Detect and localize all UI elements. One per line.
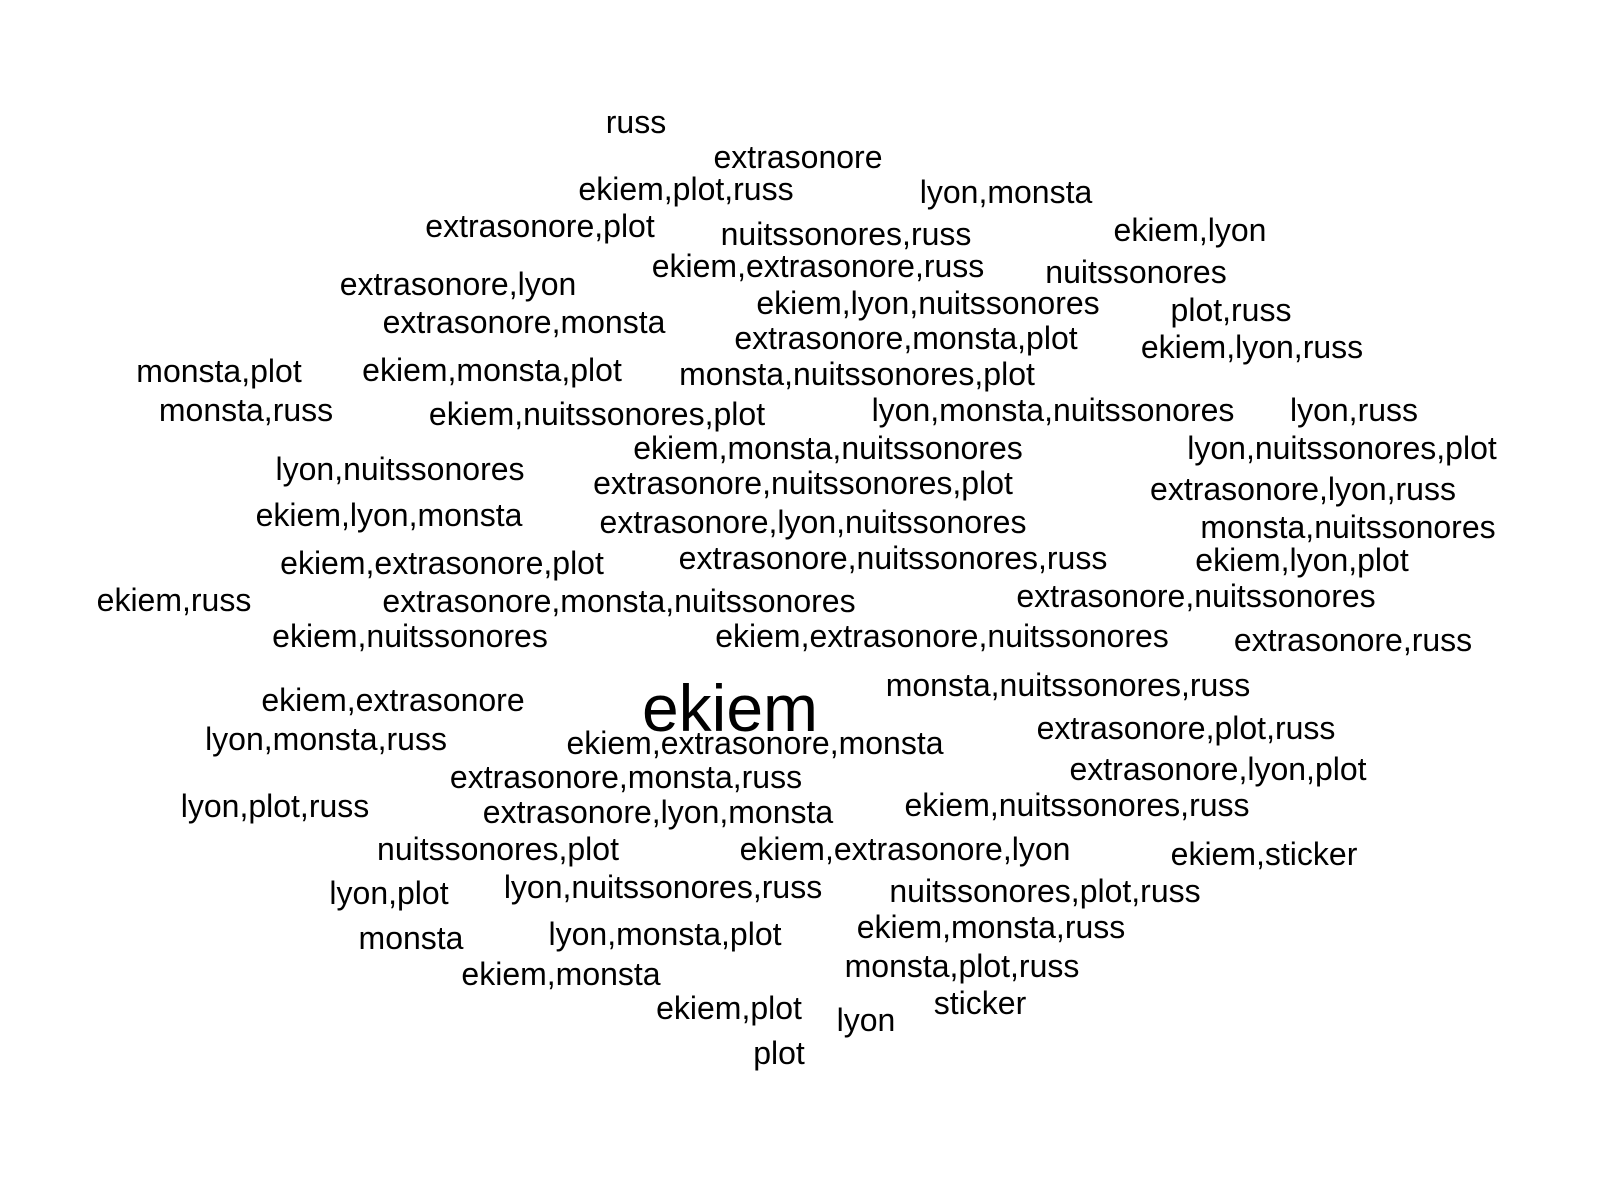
word-ekiem-lyon-nuitssonores: ekiem,lyon,nuitssonores [756,285,1100,321]
word-ekiem-plot: ekiem,plot [656,990,802,1026]
word-extrasonore-plot: extrasonore,plot [425,208,655,244]
word-lyon-plot: lyon,plot [329,875,449,911]
word-extrasonore-nuitssonores-plot: extrasonore,nuitssonores,plot [593,465,1013,501]
word-extrasonore-lyon-monsta: extrasonore,lyon,monsta [482,794,834,830]
word-extrasonore-monsta-russ: extrasonore,monsta,russ [449,759,803,795]
word-nuitssonores: nuitssonores [1045,254,1227,290]
word-extrasonore-monsta-plot: extrasonore,monsta,plot [734,320,1078,356]
word-extrasonore-nuitssonores-russ: extrasonore,nuitssonores,russ [678,540,1108,576]
word-ekiem-lyon-russ: ekiem,lyon,russ [1140,329,1364,365]
word-extrasonore-nuitssonores: extrasonore,nuitssonores [1016,578,1376,614]
word-ekiem-extrasonore-monsta: ekiem,extrasonore,monsta [566,725,944,761]
word-extrasonore-monsta-nuitssonores: extrasonore,monsta,nuitssonores [382,583,856,619]
word-extrasonore-plot-russ: extrasonore,plot,russ [1036,710,1336,746]
word-extrasonore-monsta: extrasonore,monsta [382,304,666,340]
word-extrasonore-lyon: extrasonore,lyon [339,266,577,302]
word-lyon-monsta-russ: lyon,monsta,russ [205,721,447,757]
word-nuitssonores-russ: nuitssonores,russ [720,216,972,252]
word-ekiem-lyon-monsta: ekiem,lyon,monsta [255,497,523,533]
word-ekiem-nuitssonores-plot: ekiem,nuitssonores,plot [428,396,766,432]
word-lyon-monsta-plot: lyon,monsta,plot [548,916,782,952]
word-lyon-russ: lyon,russ [1289,392,1419,428]
word-extrasonore-russ: extrasonore,russ [1233,622,1473,658]
word-extrasonore-lyon-plot: extrasonore,lyon,plot [1069,751,1367,787]
word-extrasonore: extrasonore [713,139,883,175]
word-ekiem-extrasonore-nuitssonores: ekiem,extrasonore,nuitssonores [715,618,1169,654]
word-ekiem-monsta: ekiem,monsta [461,956,661,992]
word-ekiem-lyon: ekiem,lyon [1113,212,1267,248]
word-lyon: lyon [836,1002,896,1038]
word-ekiem-extrasonore-lyon: ekiem,extrasonore,lyon [739,831,1071,867]
word-lyon-nuitssonores-russ: lyon,nuitssonores,russ [503,869,823,905]
word-lyon-monsta-nuitssonores: lyon,monsta,nuitssonores [871,392,1235,428]
word-ekiem-monsta-plot: ekiem,monsta,plot [362,352,622,388]
word-ekiem-plot-russ: ekiem,plot,russ [578,171,794,207]
word-ekiem-nuitssonores-russ: ekiem,nuitssonores,russ [904,787,1250,823]
word-plot: plot [753,1035,805,1071]
word-ekiem-nuitssonores: ekiem,nuitssonores [272,618,548,654]
word-lyon-monsta: lyon,monsta [919,174,1093,210]
word-nuitssonores-plot: nuitssonores,plot [377,831,619,867]
word-monsta: monsta [358,920,464,956]
word-sticker: sticker [933,985,1027,1021]
word-plot-russ: plot,russ [1170,292,1292,328]
word-ekiem-lyon-plot: ekiem,lyon,plot [1195,542,1409,578]
word-lyon-nuitssonores: lyon,nuitssonores [275,451,525,487]
word-lyon-plot-russ: lyon,plot,russ [180,788,370,824]
word-ekiem-extrasonore-russ: ekiem,extrasonore,russ [651,248,985,284]
word-ekiem-extrasonore-plot: ekiem,extrasonore,plot [280,545,604,581]
word-monsta-nuitssonores-russ: monsta,nuitssonores,russ [885,667,1251,703]
word-monsta-nuitssonores-plot: monsta,nuitssonores,plot [679,356,1035,392]
word-monsta-plot: monsta,plot [136,353,302,389]
word-extrasonore-lyon-nuitssonores: extrasonore,lyon,nuitssonores [599,504,1027,540]
word-ekiem: ekiem [641,671,819,745]
word-lyon-nuitssonores-plot: lyon,nuitssonores,plot [1187,430,1497,466]
word-ekiem-monsta-russ: ekiem,monsta,russ [856,909,1126,945]
word-nuitssonores-plot-russ: nuitssonores,plot,russ [889,873,1201,909]
word-ekiem-sticker: ekiem,sticker [1170,836,1358,872]
word-ekiem-russ: ekiem,russ [96,582,252,618]
word-monsta-russ: monsta,russ [158,392,334,428]
word-monsta-plot-russ: monsta,plot,russ [844,948,1080,984]
word-russ: russ [605,104,667,140]
word-ekiem-extrasonore: ekiem,extrasonore [261,682,525,718]
word-ekiem-monsta-nuitssonores: ekiem,monsta,nuitssonores [633,430,1023,466]
word-monsta-nuitssonores: monsta,nuitssonores [1200,509,1496,545]
word-extrasonore-lyon-russ: extrasonore,lyon,russ [1150,471,1456,507]
